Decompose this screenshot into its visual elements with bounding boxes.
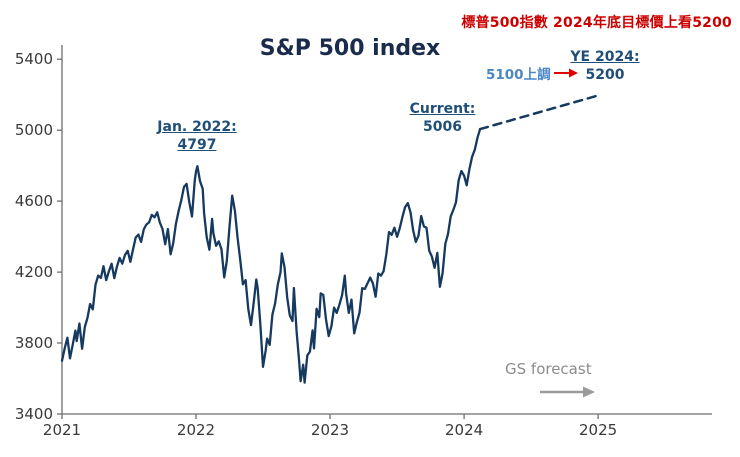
annotation-jan-2022-label: Jan. 2022: — [157, 119, 237, 135]
annotation-ye-2024: YE 2024: 5200 — [563, 48, 647, 84]
annotation-current: Current: 5006 — [400, 100, 485, 136]
x-tick-label: 2023 — [311, 421, 349, 439]
annotation-jan-2022: Jan. 2022: 4797 — [137, 118, 257, 154]
y-tick-label: 5400 — [15, 50, 53, 68]
series-sp500-history — [60, 127, 482, 384]
x-tick-label: 2021 — [43, 421, 81, 439]
annotation-revision-text: 5100上調 — [486, 67, 551, 83]
y-tick-label: 3400 — [15, 405, 53, 423]
y-tick-label: 4600 — [15, 192, 53, 210]
series-gs-forecast — [478, 93, 603, 131]
annotation-gs-forecast: GS forecast — [505, 360, 592, 378]
chart-title: S&P 500 index — [259, 36, 441, 61]
annotation-revision: 5100上調 — [486, 66, 578, 84]
x-tick-label: 2025 — [579, 421, 617, 439]
y-tick-label: 5000 — [15, 121, 53, 139]
annotation-ye-2024-label: YE 2024: — [570, 49, 640, 65]
y-tick-label: 4200 — [15, 263, 53, 281]
headline-note: 標普500指數 2024年底目標價上看5200 — [461, 15, 732, 31]
annotation-jan-2022-value: 4797 — [177, 137, 217, 153]
annotation-current-label: Current: — [409, 101, 476, 117]
y-tick-label: 3800 — [15, 334, 53, 352]
x-tick-label: 2022 — [177, 421, 215, 439]
red-arrow-icon — [553, 66, 578, 84]
forecast-arrow-icon — [540, 384, 596, 403]
annotation-current-value: 5006 — [423, 119, 462, 135]
annotation-ye-2024-value: 5200 — [585, 67, 625, 83]
x-tick-label: 2024 — [445, 421, 483, 439]
